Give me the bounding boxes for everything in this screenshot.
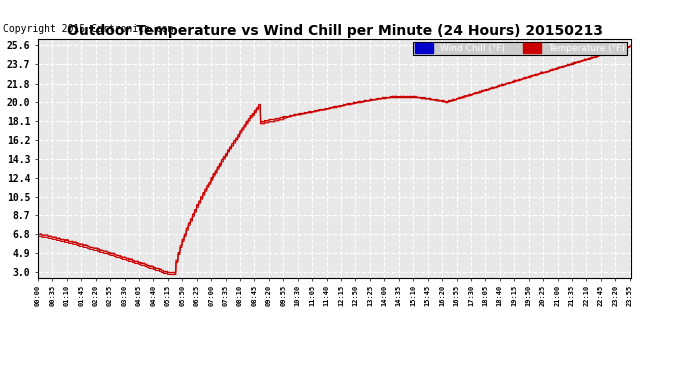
Title: Outdoor Temperature vs Wind Chill per Minute (24 Hours) 20150213: Outdoor Temperature vs Wind Chill per Mi…	[67, 24, 602, 38]
Text: Copyright 2015 Cartronics.com: Copyright 2015 Cartronics.com	[3, 24, 174, 34]
Legend: Wind Chill (°F), Temperature (°F): Wind Chill (°F), Temperature (°F)	[413, 42, 627, 55]
